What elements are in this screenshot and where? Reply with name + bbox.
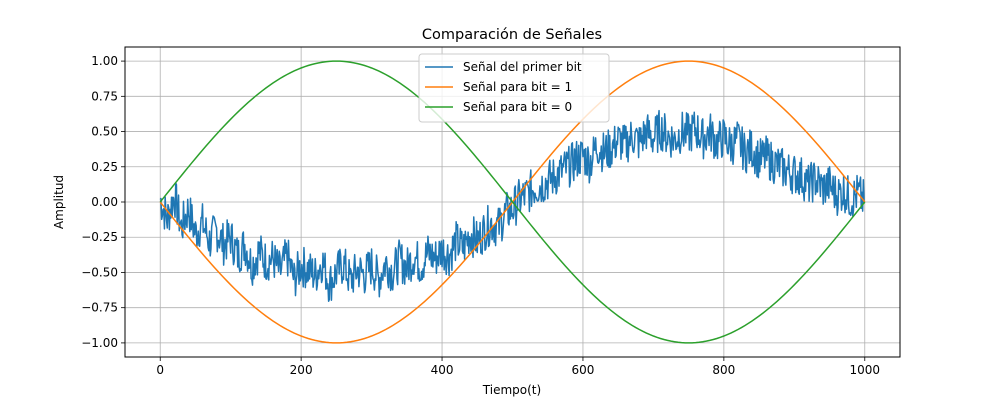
y-axis-label: Amplitud bbox=[52, 175, 66, 229]
x-tick-label: 600 bbox=[572, 363, 595, 377]
x-axis-label: Tiempo(t) bbox=[482, 383, 541, 397]
x-tick-label: 200 bbox=[290, 363, 313, 377]
y-tick-label: 0.50 bbox=[91, 125, 118, 139]
legend-label: Señal para bit = 0 bbox=[463, 100, 572, 114]
legend-label: Señal para bit = 1 bbox=[463, 80, 572, 94]
x-tick-label: 1000 bbox=[849, 363, 880, 377]
x-tick-label: 800 bbox=[712, 363, 735, 377]
y-tick-label: 0.75 bbox=[91, 89, 118, 103]
series-line-senal-primer-bit bbox=[159, 109, 866, 303]
x-axis: 0 200 400 600 800 1000 bbox=[156, 357, 880, 377]
series-line-bit-0 bbox=[159, 60, 866, 344]
y-tick-label: −0.75 bbox=[81, 301, 118, 315]
y-tick-label: −1.00 bbox=[81, 336, 118, 350]
x-tick-label: 0 bbox=[156, 363, 164, 377]
y-tick-label: 0.25 bbox=[91, 160, 118, 174]
y-axis: −1.00 −0.75 −0.50 −0.25 0.00 0.25 0.50 0.75 1.00 bbox=[81, 54, 125, 350]
legend: Señal del primer bit Señal para bit = 1 Se… bbox=[418, 53, 610, 123]
plot-area bbox=[159, 60, 866, 344]
x-tick-label: 400 bbox=[431, 363, 454, 377]
chart-title: Comparación de Señales bbox=[422, 27, 602, 43]
legend-label: Señal del primer bit bbox=[463, 60, 582, 74]
y-tick-label: 0.00 bbox=[91, 195, 118, 209]
y-tick-label: −0.25 bbox=[81, 230, 118, 244]
y-tick-label: 1.00 bbox=[91, 54, 118, 68]
legend-box bbox=[418, 53, 610, 123]
y-tick-label: −0.50 bbox=[81, 265, 118, 279]
